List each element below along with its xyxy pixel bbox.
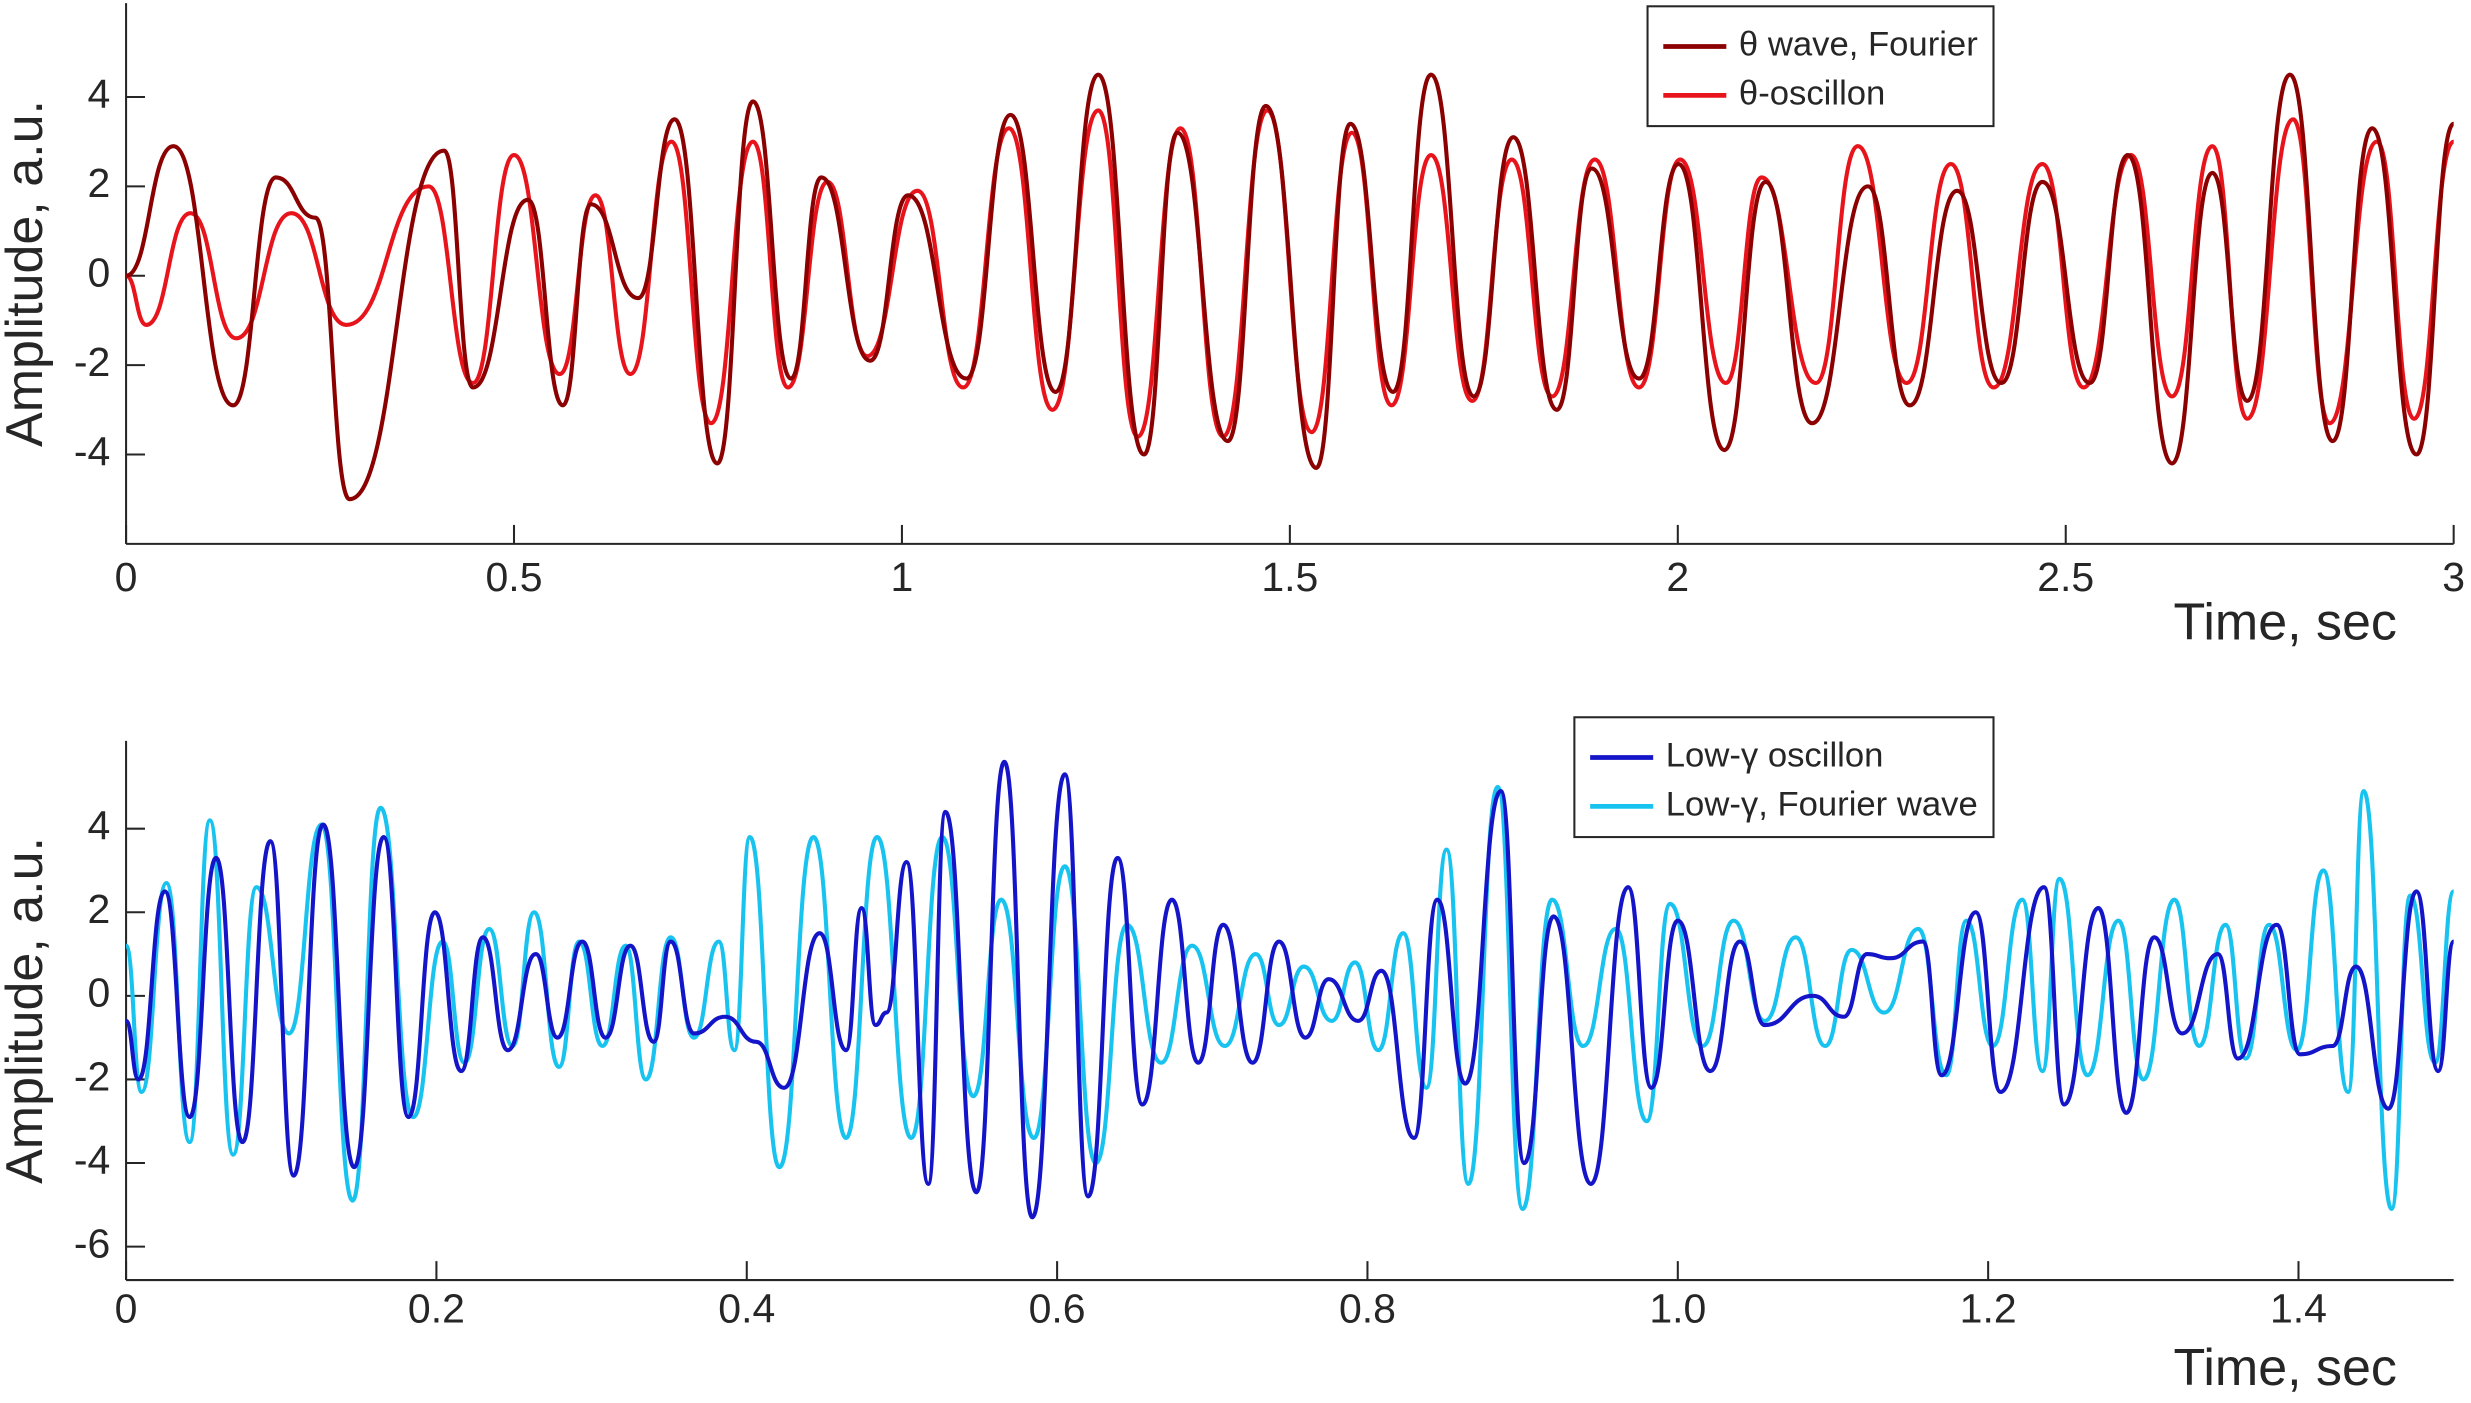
legend-box <box>1573 716 1995 839</box>
x-tick-label: 0 <box>115 1285 138 1331</box>
y-axis-label: Amplitude, a.u. <box>0 100 54 447</box>
y-tick-label: 2 <box>88 886 111 932</box>
y-tick-label: -2 <box>74 1053 110 1099</box>
data-line <box>124 784 2456 1212</box>
legend: Low-γ oscillon Low-γ, Fourier wave <box>1573 716 1995 839</box>
x-tick-label: 0.4 <box>718 1285 775 1331</box>
x-tick-label: 1.4 <box>2270 1285 2327 1331</box>
x-tick-label: 2 <box>1666 554 1689 600</box>
x-tick-label: 0.2 <box>408 1285 465 1331</box>
x-tick-label: 2.5 <box>2037 554 2094 600</box>
data-line <box>125 72 2456 502</box>
x-axis-label: Time, sec <box>2174 1339 2397 1397</box>
x-tick-label: 0.5 <box>486 554 543 600</box>
legend-box <box>1646 5 1995 128</box>
y-tick-label: 0 <box>88 970 111 1016</box>
y-tick-label: 4 <box>88 71 111 117</box>
x-tick-label: 0 <box>115 554 138 600</box>
legend-label: Low-γ, Fourier wave <box>1666 785 1978 823</box>
x-axis-label: Time, sec <box>2174 594 2397 652</box>
legend-label: θ-oscillon <box>1739 75 1885 113</box>
x-tick-label: 1.5 <box>1261 554 1318 600</box>
legend-label: Low-γ oscillon <box>1666 737 1884 775</box>
y-axis-label: Amplitude, a.u. <box>0 837 54 1184</box>
x-tick-label: 1.0 <box>1649 1285 1706 1331</box>
y-tick-label: 4 <box>88 802 111 848</box>
axes: 0 0.5 1 1.5 2 2.5 3 -4 -2 0 2 4 Time, sec Amplitude, … <box>0 3 2465 652</box>
legend-label: θ wave, Fourier <box>1739 26 1978 64</box>
legend: θ wave, Fourier θ-oscillon <box>1646 5 1995 128</box>
y-tick-label: -4 <box>74 1137 110 1183</box>
y-tick-label: -4 <box>74 428 110 474</box>
y-tick-label: -6 <box>74 1220 110 1266</box>
y-tick-label: -2 <box>74 339 110 385</box>
axes: 0 0.2 0.4 0.6 0.8 1.0 1.2 1.4 -6 -4 -2 0 2 4 Time, sec… <box>0 740 2456 1397</box>
x-tick-label: 0.6 <box>1029 1285 1086 1331</box>
y-tick-label: 0 <box>88 250 111 296</box>
x-tick-label: 1 <box>891 554 914 600</box>
x-tick-label: 3 <box>2442 554 2465 600</box>
x-tick-label: 1.2 <box>1960 1285 2017 1331</box>
data-line <box>124 759 2456 1220</box>
y-tick-label: 2 <box>88 160 111 206</box>
x-tick-label: 0.8 <box>1339 1285 1396 1331</box>
